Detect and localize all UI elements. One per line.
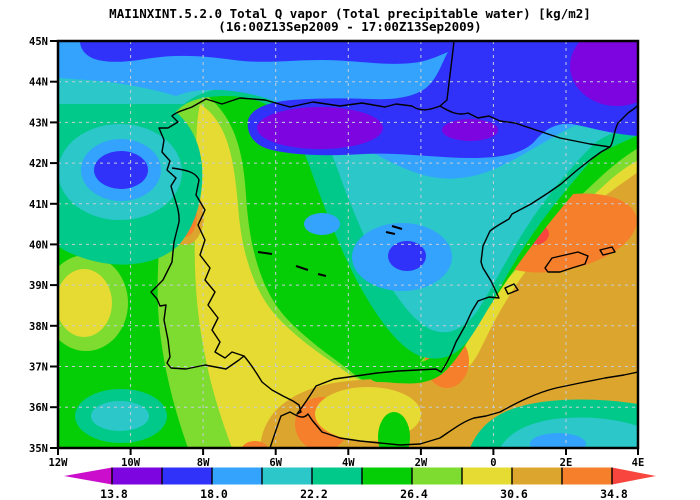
colorbar-seg-2: [162, 467, 212, 485]
colorbar-seg-7: [412, 467, 462, 485]
colorbar-seg-8: [462, 467, 512, 485]
colorbar-seg-6: [362, 467, 412, 485]
colorbar-label: 18.0: [200, 487, 228, 500]
field-purple-northeast: [570, 41, 638, 106]
coastline-mallorca: [544, 251, 589, 273]
longitude-axis-labels: 12W 10W 8W 6W 4W 2W 0 2E 4E: [49, 457, 645, 469]
coastline-inland-lakes: [257, 225, 403, 277]
lon-tick-label: 2W: [415, 457, 428, 469]
lon-tick-label: 8W: [197, 457, 210, 469]
field-golden: [260, 172, 638, 448]
coastline-pyrenees-border: [439, 105, 611, 148]
contour-field: [58, 41, 638, 448]
colorbar-seg-5: [312, 467, 362, 485]
colorbar-seg-3: [212, 467, 262, 485]
colorbar: 13.8 18.0 22.2 26.4 30.6 34.8: [64, 467, 656, 500]
colorbar-under-arrow: [64, 467, 112, 485]
lat-tick-label: 36N: [29, 402, 48, 414]
field-purple-main: [257, 107, 383, 149]
field-azure-se-core: [530, 433, 586, 448]
field-azure-central-small: [304, 213, 340, 235]
field-blue-west-core: [94, 151, 148, 189]
lon-tick-label: 6W: [269, 457, 282, 469]
chart-title: MAI1NXINT.5.2.0 Total Q vapor (Total pre…: [109, 6, 591, 21]
colorbar-value-labels: 13.8 18.0 22.2 26.4 30.6 34.8: [100, 487, 628, 500]
lat-tick-label: 45N: [29, 36, 48, 48]
colorbar-label: 30.6: [500, 487, 528, 500]
lon-tick-label: 10W: [121, 457, 141, 469]
field-blue-central-core: [388, 241, 426, 271]
field-purple-pyrenees: [442, 119, 498, 141]
field-cyan-sw-spot: [91, 401, 149, 431]
coastline-north-africa: [269, 371, 638, 448]
field-green-tongue-south: [378, 412, 410, 448]
colorbar-seg-4: [262, 467, 312, 485]
lat-tick-label: 43N: [29, 117, 48, 129]
lat-tick-label: 35N: [29, 443, 48, 455]
colorbar-over-arrow: [612, 467, 656, 485]
colorbar-seg-9: [512, 467, 562, 485]
lat-tick-label: 39N: [29, 280, 48, 292]
colorbar-dividers: [111, 467, 613, 485]
lat-tick-label: 37N: [29, 362, 48, 374]
lat-tick-label: 41N: [29, 199, 48, 211]
colorbar-label: 26.4: [400, 487, 428, 500]
coastline-iberia-france: [150, 41, 638, 415]
lon-tick-label: 2E: [560, 457, 573, 469]
latitude-axis-labels: 45N 44N 43N 42N 41N 40N 39N 38N 37N 36N …: [29, 36, 48, 455]
coastline: [150, 41, 638, 448]
lat-tick-label: 42N: [29, 158, 48, 170]
field-yellow-atlantic-blob: [58, 269, 112, 337]
field-blue-band: [80, 41, 638, 158]
coastline-ibiza: [504, 283, 519, 295]
lon-tick-label: 4E: [632, 457, 645, 469]
colorbar-label: 22.2: [300, 487, 328, 500]
coastline-menorca: [599, 246, 616, 256]
lat-tick-label: 38N: [29, 321, 48, 333]
chart-subtitle: (16:00Z13Sep2009 - 17:00Z13Sep2009): [218, 19, 481, 34]
coastline-portugal-border: [171, 167, 245, 359]
colorbar-label: 13.8: [100, 487, 128, 500]
lon-tick-label: 0: [490, 457, 496, 469]
lon-tick-label: 12W: [49, 457, 69, 469]
field-orange-bottomleft: [242, 441, 268, 448]
lat-tick-label: 44N: [29, 77, 48, 89]
colorbar-seg-1: [112, 467, 162, 485]
lon-tick-label: 4W: [342, 457, 355, 469]
colorbar-label: 34.8: [600, 487, 628, 500]
colorbar-seg-10: [562, 467, 612, 485]
axis-tick-marks: [50, 40, 639, 455]
lat-tick-label: 40N: [29, 239, 48, 251]
